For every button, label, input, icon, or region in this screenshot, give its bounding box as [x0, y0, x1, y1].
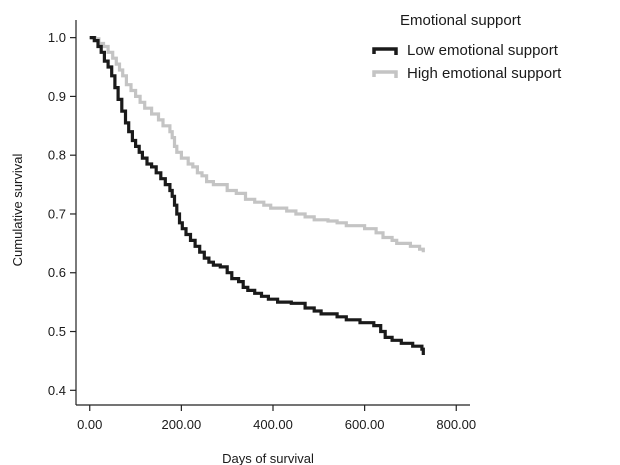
y-axis-title: Cumulative survival — [10, 154, 25, 267]
axes: 0.4 0.5 0.6 0.7 0.8 0.9 1.0 0.00 200.00 400.00 600… — [48, 20, 476, 432]
y-tick-label: 0.5 — [48, 324, 66, 339]
legend-label-high: High emotional support — [407, 65, 562, 82]
plot-area — [89, 36, 425, 355]
y-tick-label: 0.7 — [48, 206, 66, 221]
x-tick-label: 200.00 — [161, 417, 201, 432]
legend: Emotional support Low emotional support H… — [372, 12, 562, 82]
legend-label-low: Low emotional support — [407, 42, 559, 59]
legend-title: Emotional support — [400, 12, 522, 29]
x-tick-label: 600.00 — [345, 417, 385, 432]
x-tick-label: 800.00 — [436, 417, 476, 432]
x-tick-label: 400.00 — [253, 417, 293, 432]
y-tick-label: 0.8 — [48, 148, 66, 163]
y-tick-label: 0.9 — [48, 89, 66, 104]
y-tick-label: 0.6 — [48, 265, 66, 280]
x-axis-title: Days of survival — [222, 451, 314, 465]
y-tick-label: 1.0 — [48, 30, 66, 45]
legend-swatch-high — [372, 70, 398, 78]
x-tick-label: 0.00 — [77, 417, 102, 432]
series-line-low-emotional-support — [89, 36, 425, 355]
y-tick-label: 0.4 — [48, 383, 66, 398]
series-line-high-emotional-support — [89, 36, 425, 253]
legend-swatch-low — [372, 47, 398, 55]
